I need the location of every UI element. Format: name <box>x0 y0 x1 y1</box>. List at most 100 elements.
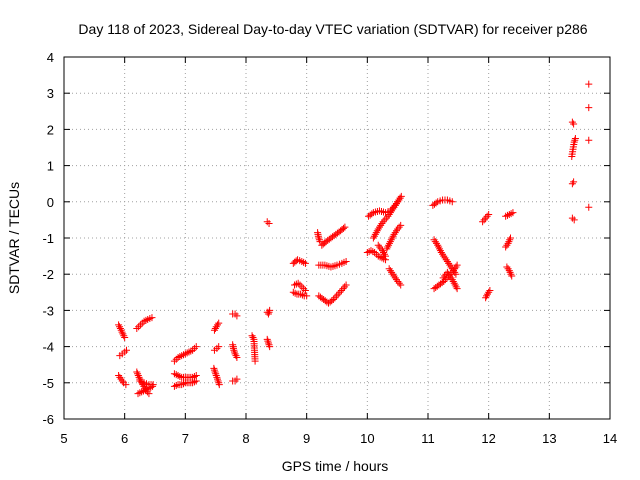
data-point <box>294 279 302 287</box>
data-point <box>386 209 394 217</box>
data-point <box>392 227 400 235</box>
data-point <box>180 380 188 388</box>
data-point <box>178 381 186 389</box>
data-point <box>378 254 386 262</box>
data-point <box>388 207 396 215</box>
data-point <box>388 268 396 276</box>
data-point <box>397 221 405 229</box>
data-point <box>385 265 393 273</box>
data-point <box>134 370 142 378</box>
data-point <box>265 341 273 349</box>
data-point <box>210 326 218 334</box>
data-point <box>447 274 455 282</box>
y-tick-labels: -6 -5 -4 -3 -2 -1 0 1 2 3 4 <box>42 50 54 427</box>
data-point <box>375 223 383 231</box>
data-point <box>139 387 147 395</box>
data-point <box>397 192 405 200</box>
y-tick-label: 3 <box>47 86 54 101</box>
data-point <box>263 218 271 226</box>
data-point <box>390 272 398 280</box>
data-point <box>570 120 578 128</box>
data-point <box>211 368 219 376</box>
data-point <box>391 201 399 209</box>
data-point <box>486 286 494 294</box>
data-point <box>315 234 323 242</box>
data-point <box>445 259 453 267</box>
data-point <box>213 321 221 329</box>
data-point <box>120 332 128 340</box>
data-point <box>568 214 576 222</box>
data-point <box>212 323 220 331</box>
data-point <box>264 310 272 318</box>
data-point <box>339 224 347 232</box>
data-point <box>189 379 197 387</box>
data-point <box>371 248 379 256</box>
data-point <box>507 210 515 218</box>
data-point <box>386 238 394 246</box>
data-point <box>453 261 461 269</box>
data-point <box>233 312 241 320</box>
data-point <box>231 350 239 358</box>
data-point <box>373 227 381 235</box>
data-point <box>395 223 403 231</box>
data-point <box>394 225 402 233</box>
data-point <box>298 283 306 291</box>
data-point <box>384 243 392 251</box>
data-point <box>292 280 300 288</box>
data-point <box>442 256 450 264</box>
data-point <box>392 200 400 208</box>
data-point <box>396 194 404 202</box>
x-tick-label: 12 <box>481 431 495 446</box>
data-point <box>264 337 272 345</box>
data-point <box>230 348 238 356</box>
data-point <box>485 210 493 218</box>
data-point <box>480 216 488 224</box>
data-point <box>440 277 448 285</box>
data-point <box>379 218 387 226</box>
data-point <box>368 210 376 218</box>
data-point <box>385 210 393 218</box>
data-point <box>445 270 453 278</box>
data-point <box>213 373 221 381</box>
data-point <box>570 178 578 186</box>
x-tick-label: 14 <box>603 431 617 446</box>
y-tick-label: -3 <box>42 303 54 318</box>
data-point <box>363 248 371 256</box>
data-point <box>585 104 593 112</box>
data-point <box>376 253 384 261</box>
data-point <box>342 281 350 289</box>
data-point <box>136 321 144 329</box>
data-point <box>141 386 149 394</box>
data-point <box>192 377 200 385</box>
data-point <box>215 379 223 387</box>
data-point <box>116 373 124 381</box>
data-point <box>483 292 491 300</box>
data-point <box>181 350 189 358</box>
data-point <box>118 377 126 385</box>
data-point <box>215 319 223 327</box>
data-point <box>140 317 148 325</box>
data-point <box>149 382 157 390</box>
data-point <box>571 136 579 144</box>
data-point <box>509 209 517 217</box>
data-point <box>441 254 449 262</box>
data-point <box>369 234 377 242</box>
data-point <box>374 241 382 249</box>
y-tick-label: -2 <box>42 267 54 282</box>
data-point <box>212 372 220 380</box>
data-point <box>483 290 491 298</box>
data-point <box>453 285 461 293</box>
data-point <box>482 214 490 222</box>
data-point <box>115 372 123 380</box>
data-point <box>506 236 514 244</box>
data-point <box>315 236 323 244</box>
data-point <box>176 353 184 361</box>
data-point <box>371 230 379 238</box>
data-point <box>119 330 127 338</box>
data-point <box>333 292 341 300</box>
data-point <box>372 250 380 258</box>
data-point <box>380 248 388 256</box>
data-point <box>134 390 142 398</box>
data-point <box>149 381 157 389</box>
data-point <box>328 297 336 305</box>
